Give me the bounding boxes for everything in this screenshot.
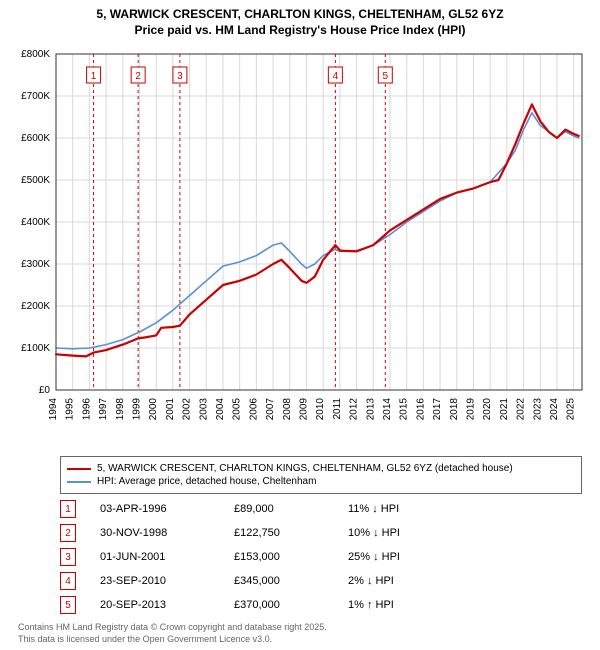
page: 5, WARWICK CRESCENT, CHARLTON KINGS, CHE…: [0, 0, 600, 650]
footer-attribution: Contains HM Land Registry data © Crown c…: [18, 622, 582, 645]
svg-text:£600K: £600K: [21, 133, 50, 144]
event-price: £345,000: [234, 575, 324, 587]
svg-text:2016: 2016: [415, 398, 426, 421]
event-price: £153,000: [234, 551, 324, 563]
svg-text:£100K: £100K: [21, 343, 50, 354]
event-diff: 11% ↓ HPI: [348, 503, 438, 515]
svg-text:2017: 2017: [432, 398, 443, 421]
svg-text:2002: 2002: [182, 398, 193, 421]
legend-item: 5, WARWICK CRESCENT, CHARLTON KINGS, CHE…: [67, 463, 575, 474]
legend-swatch: [67, 481, 91, 483]
footer-line-2: This data is licensed under the Open Gov…: [18, 634, 582, 646]
svg-text:1996: 1996: [81, 398, 92, 421]
svg-text:3: 3: [177, 71, 183, 82]
event-badge: 2: [60, 524, 76, 542]
event-price: £370,000: [234, 599, 324, 611]
svg-text:1997: 1997: [98, 398, 109, 421]
event-diff: 25% ↓ HPI: [348, 551, 438, 563]
event-row: 5 20-SEP-2013 £370,000 1% ↑ HPI: [60, 596, 582, 614]
event-date: 01-JUN-2001: [100, 551, 210, 563]
line-chart: £0 £100K £200K £300K £400K £500K £600K £700K £80…: [0, 40, 600, 450]
svg-text:2005: 2005: [232, 398, 243, 421]
svg-text:1995: 1995: [65, 398, 76, 421]
svg-text:£700K: £700K: [21, 91, 50, 102]
event-row: 1 03-APR-1996 £89,000 11% ↓ HPI: [60, 500, 582, 518]
svg-text:2007: 2007: [265, 398, 276, 421]
events-table: 1 03-APR-1996 £89,000 11% ↓ HPI 2 30-NOV-1998…: [60, 500, 582, 614]
chart-title: 5, WARWICK CRESCENT, CHARLTON KINGS, CHE…: [0, 0, 600, 40]
svg-text:2021: 2021: [499, 398, 510, 421]
svg-text:2008: 2008: [282, 398, 293, 421]
legend-item: HPI: Average price, detached house, Chel…: [67, 476, 575, 487]
svg-text:2015: 2015: [399, 398, 410, 421]
svg-text:2025: 2025: [566, 398, 577, 421]
svg-text:1: 1: [91, 71, 97, 82]
chart-area: £0 £100K £200K £300K £400K £500K £600K £700K £80…: [0, 40, 600, 450]
svg-text:1994: 1994: [48, 398, 59, 421]
svg-text:2003: 2003: [198, 398, 209, 421]
svg-text:2024: 2024: [549, 398, 560, 421]
svg-text:1998: 1998: [115, 398, 126, 421]
event-row: 3 01-JUN-2001 £153,000 25% ↓ HPI: [60, 548, 582, 566]
event-badge: 5: [60, 596, 76, 614]
event-row: 2 30-NOV-1998 £122,750 10% ↓ HPI: [60, 524, 582, 542]
svg-text:£300K: £300K: [21, 259, 50, 270]
event-price: £122,750: [234, 527, 324, 539]
footer-line-1: Contains HM Land Registry data © Crown c…: [18, 622, 582, 634]
svg-text:2012: 2012: [349, 398, 360, 421]
svg-text:£200K: £200K: [21, 301, 50, 312]
event-badge: 3: [60, 548, 76, 566]
title-line-1: 5, WARWICK CRESCENT, CHARLTON KINGS, CHE…: [10, 6, 590, 22]
svg-text:2020: 2020: [482, 398, 493, 421]
svg-text:£0: £0: [39, 385, 51, 396]
svg-text:2004: 2004: [215, 398, 226, 421]
event-price: £89,000: [234, 503, 324, 515]
event-diff: 1% ↑ HPI: [348, 599, 438, 611]
svg-text:2: 2: [135, 71, 141, 82]
svg-text:5: 5: [383, 71, 389, 82]
svg-text:2000: 2000: [148, 398, 159, 421]
svg-text:2010: 2010: [315, 398, 326, 421]
event-diff: 2% ↓ HPI: [348, 575, 438, 587]
event-date: 30-NOV-1998: [100, 527, 210, 539]
svg-text:2001: 2001: [165, 398, 176, 421]
svg-text:2013: 2013: [365, 398, 376, 421]
svg-text:2009: 2009: [298, 398, 309, 421]
svg-text:2023: 2023: [532, 398, 543, 421]
legend: 5, WARWICK CRESCENT, CHARLTON KINGS, CHE…: [60, 456, 582, 494]
event-badge: 4: [60, 572, 76, 590]
event-date: 20-SEP-2013: [100, 599, 210, 611]
svg-text:£800K: £800K: [21, 49, 50, 60]
svg-text:1999: 1999: [131, 398, 142, 421]
legend-swatch: [67, 468, 91, 470]
svg-text:£500K: £500K: [21, 175, 50, 186]
svg-text:2014: 2014: [382, 398, 393, 421]
svg-text:2011: 2011: [332, 398, 343, 420]
svg-text:2018: 2018: [449, 398, 460, 421]
event-date: 23-SEP-2010: [100, 575, 210, 587]
legend-label: HPI: Average price, detached house, Chel…: [97, 476, 316, 487]
svg-text:2022: 2022: [516, 398, 527, 421]
event-diff: 10% ↓ HPI: [348, 527, 438, 539]
svg-text:£400K: £400K: [21, 217, 50, 228]
event-date: 03-APR-1996: [100, 503, 210, 515]
legend-label: 5, WARWICK CRESCENT, CHARLTON KINGS, CHE…: [97, 463, 513, 474]
svg-text:2019: 2019: [465, 398, 476, 421]
svg-text:4: 4: [333, 71, 339, 82]
svg-text:2006: 2006: [248, 398, 259, 421]
event-row: 4 23-SEP-2010 £345,000 2% ↓ HPI: [60, 572, 582, 590]
event-badge: 1: [60, 500, 76, 518]
title-line-2: Price paid vs. HM Land Registry's House …: [10, 22, 590, 38]
